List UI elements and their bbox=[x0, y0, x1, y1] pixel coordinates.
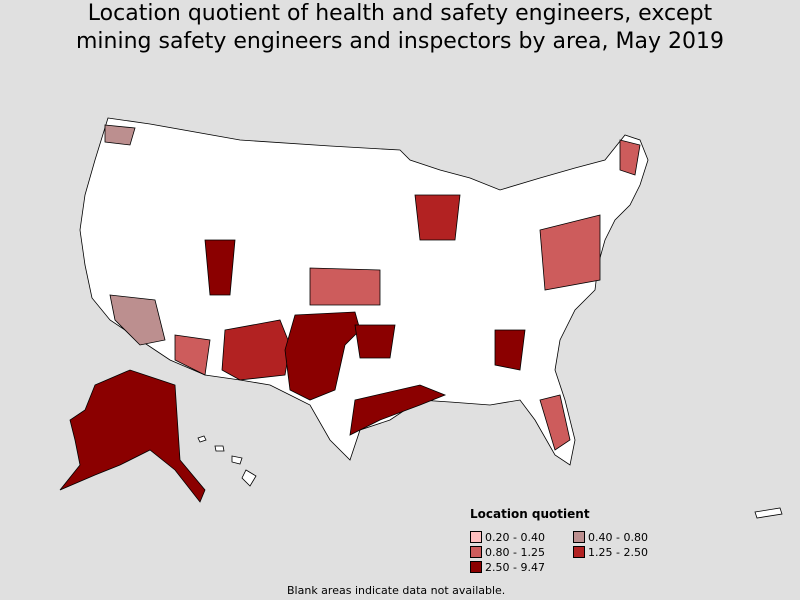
legend-label: 0.20 - 0.40 bbox=[485, 530, 545, 544]
legend-label: 1.25 - 2.50 bbox=[588, 545, 648, 559]
hawaii bbox=[197, 435, 257, 487]
legend-title: Location quotient bbox=[470, 507, 590, 521]
legend-swatch bbox=[470, 546, 482, 558]
region-great-lakes bbox=[414, 194, 461, 241]
legend-swatch bbox=[573, 546, 585, 558]
legend-label: 2.50 - 9.47 bbox=[485, 560, 545, 574]
region-kansas bbox=[309, 267, 381, 306]
legend-item: 0.80 - 1.25 bbox=[470, 545, 573, 559]
legend-label: 0.80 - 1.25 bbox=[485, 545, 545, 559]
region-southeast bbox=[494, 329, 526, 371]
legend: Location quotient 0.20 - 0.40 0.40 - 0.8… bbox=[470, 507, 673, 574]
region-northeast bbox=[539, 214, 601, 291]
legend-swatch bbox=[470, 561, 482, 573]
contiguous-us bbox=[79, 117, 649, 466]
region-florida bbox=[539, 394, 571, 451]
puerto-rico bbox=[754, 507, 783, 519]
legend-swatch bbox=[573, 531, 585, 543]
legend-item: 0.20 - 0.40 bbox=[470, 530, 573, 544]
region-arkansas bbox=[354, 324, 396, 359]
legend-item: 2.50 - 9.47 bbox=[470, 560, 573, 574]
alaska bbox=[59, 369, 206, 503]
region-texas-oklahoma bbox=[284, 311, 361, 401]
title-line-2: mining safety engineers and inspectors b… bbox=[75, 29, 724, 54]
map-title: Location quotient of health and safety e… bbox=[0, 0, 800, 56]
region-washington bbox=[104, 124, 136, 146]
region-utah bbox=[204, 239, 236, 296]
footnote: Blank areas indicate data not available. bbox=[287, 584, 506, 597]
region-southwest bbox=[221, 319, 291, 381]
legend-label: 0.40 - 0.80 bbox=[588, 530, 648, 544]
region-maine bbox=[619, 139, 641, 176]
title-line-1: Location quotient of health and safety e… bbox=[87, 1, 713, 26]
region-california bbox=[109, 294, 166, 346]
region-gulf-coast bbox=[349, 384, 447, 436]
legend-swatch bbox=[470, 531, 482, 543]
legend-item: 1.25 - 2.50 bbox=[573, 545, 673, 559]
region-arizona bbox=[174, 334, 211, 376]
legend-item: 0.40 - 0.80 bbox=[573, 530, 673, 544]
